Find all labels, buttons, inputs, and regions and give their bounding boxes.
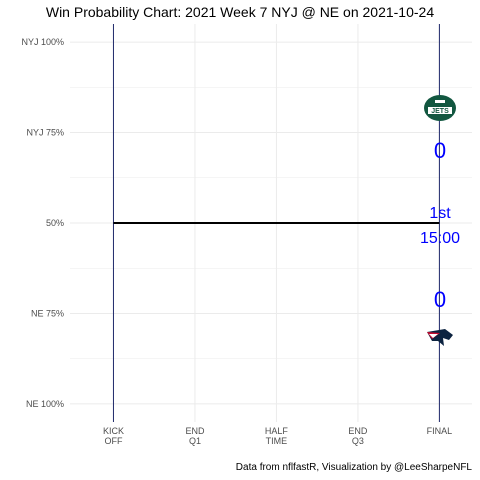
- x-tick-label-line: OFF: [104, 436, 122, 446]
- y-tick-label: 50%: [46, 218, 64, 228]
- x-tick-label: KICK OFF: [103, 426, 124, 446]
- game-quarter: 1st: [429, 205, 451, 222]
- y-tick-label: NE 75%: [31, 308, 64, 318]
- chart-title: Win Probability Chart: 2021 Week 7 NYJ @…: [45, 4, 435, 20]
- y-tick-label: NYJ 100%: [21, 37, 64, 47]
- x-tick-label-line: END: [185, 426, 205, 436]
- jets-logo-icon: JETS: [424, 95, 456, 121]
- y-axis-ticks: NYJ 100% NYJ 75% 50% NE 75% NE 100%: [21, 37, 64, 409]
- patriots-logo-icon: [427, 329, 453, 346]
- x-tick-label-line: TIME: [266, 436, 288, 446]
- chart-caption: Data from nflfastR, Visualization by @Le…: [235, 462, 472, 473]
- x-tick-label-line: KICK: [103, 426, 124, 436]
- x-tick-label: HALF TIME: [265, 426, 289, 446]
- x-tick-label-line: FINAL: [427, 426, 453, 436]
- x-tick-label-line: Q3: [352, 436, 364, 446]
- x-tick-label-line: HALF: [265, 426, 289, 436]
- x-tick-label-line: Q1: [189, 436, 201, 446]
- y-tick-label: NE 100%: [26, 399, 64, 409]
- home-score: 0: [434, 287, 446, 312]
- y-tick-label: NYJ 75%: [26, 128, 64, 138]
- game-clock: 15:00: [420, 230, 460, 247]
- x-tick-label: FINAL: [427, 426, 453, 436]
- away-score: 0: [434, 138, 446, 163]
- x-tick-label: END Q3: [348, 426, 368, 446]
- x-tick-label-line: END: [348, 426, 368, 436]
- x-tick-label: END Q1: [185, 426, 205, 446]
- svg-text:JETS: JETS: [431, 108, 449, 115]
